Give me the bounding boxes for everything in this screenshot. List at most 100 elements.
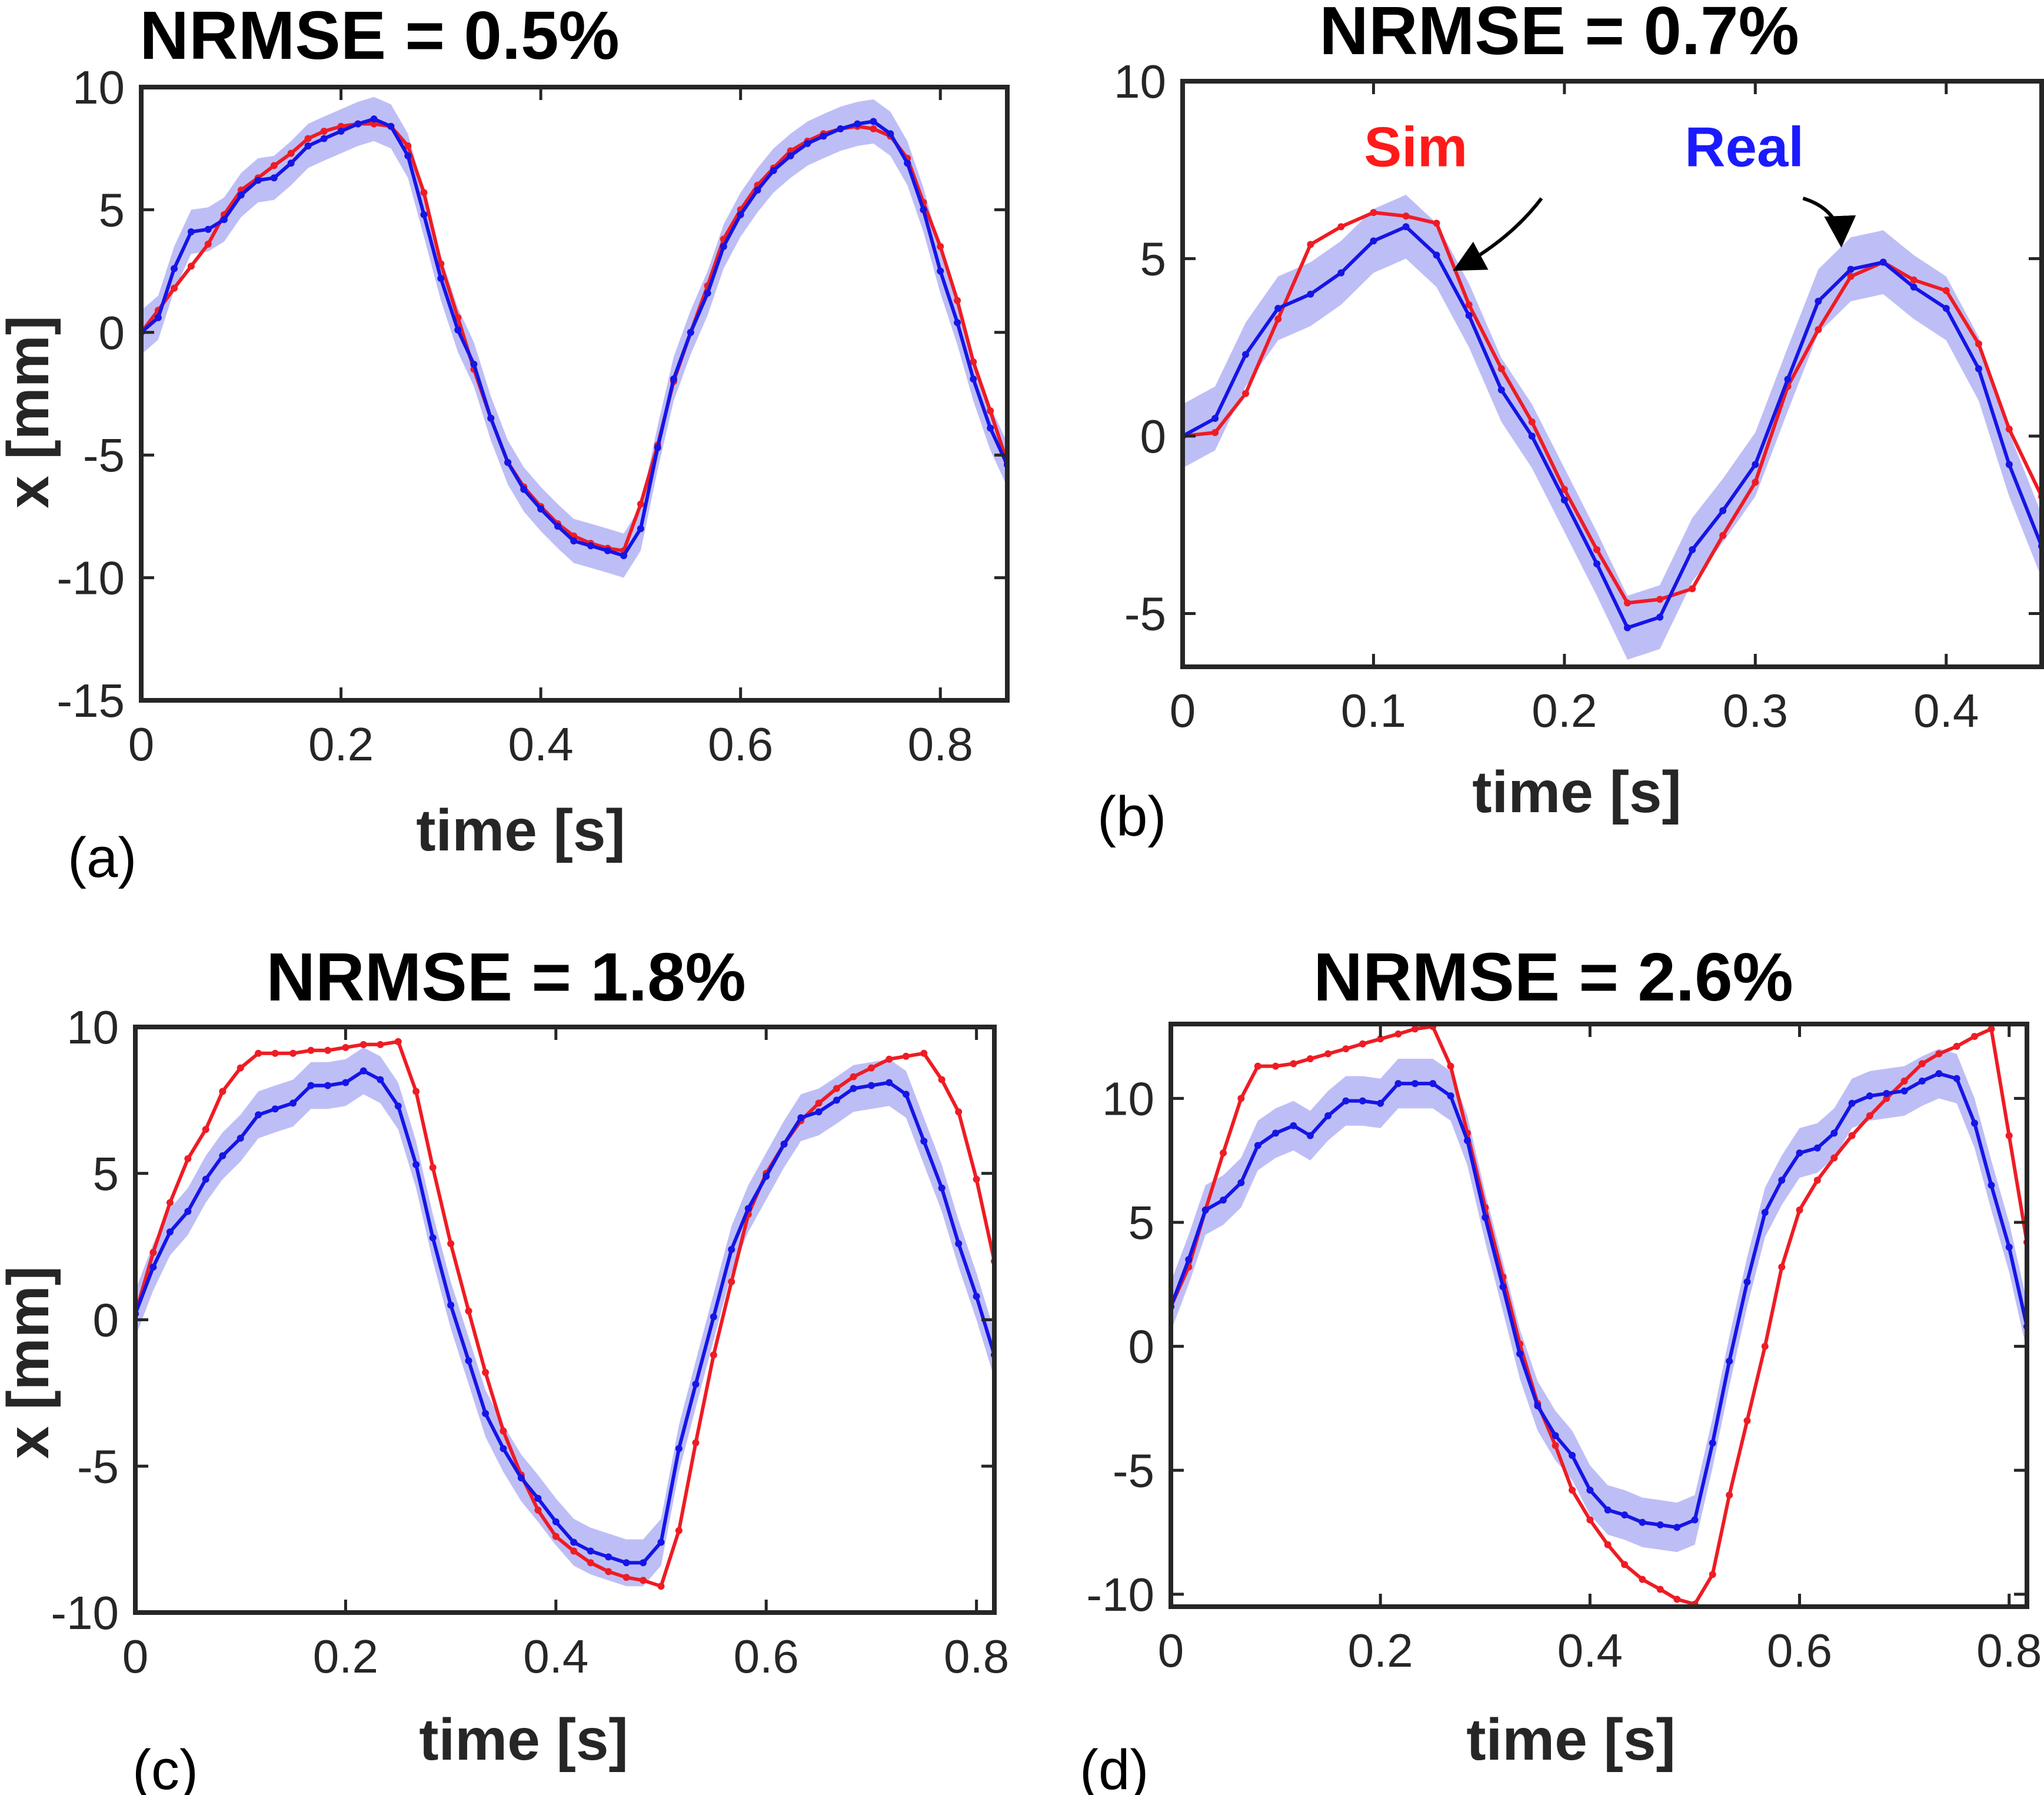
real-data-point	[737, 211, 744, 218]
sim-data-point	[270, 162, 278, 169]
real-data-point	[1900, 1087, 1908, 1095]
real-data-point	[833, 1096, 840, 1104]
panel-title: NRMSE = 1.8%	[266, 939, 746, 1015]
real-data-point	[1726, 1357, 1733, 1365]
real-data-point	[482, 1410, 490, 1417]
real-data-point	[1220, 1196, 1227, 1204]
sim-data-point	[1935, 1050, 1943, 1058]
panel-title: NRMSE = 0.7%	[1319, 0, 1799, 69]
real-data-point	[870, 118, 877, 125]
x-tick-label: 0	[1170, 684, 1196, 737]
real-data-point	[1883, 1089, 1890, 1097]
axes-box	[139, 85, 1010, 703]
real-data-point	[1673, 1524, 1681, 1531]
real-data-point	[904, 159, 911, 167]
sim-data-point	[420, 189, 428, 197]
real-data-point	[1623, 624, 1631, 631]
sim-data-point	[289, 1049, 297, 1057]
sim-data-point	[1848, 1132, 1856, 1139]
real-data-point	[1586, 1487, 1594, 1494]
real-data-point	[1988, 1181, 1995, 1189]
real-data-point	[166, 1228, 174, 1236]
real-data-point	[670, 375, 677, 383]
sim-data-point	[587, 1559, 594, 1567]
sim-data-point	[534, 1506, 542, 1514]
sim-data-point	[307, 1046, 315, 1054]
real-data-point	[804, 139, 811, 147]
sim-data-point	[657, 1583, 665, 1590]
x-tick-label: 0.8	[908, 718, 973, 770]
sim-data-point	[429, 1164, 437, 1171]
real-data-point	[675, 1445, 683, 1452]
real-data-point	[437, 275, 445, 282]
panel-letter: (d)	[1080, 1739, 1148, 1795]
sim-data-point	[1528, 418, 1536, 426]
sim-data-point	[1623, 599, 1631, 607]
y-tick-label: 5	[1140, 233, 1167, 285]
real-data-point	[552, 1518, 560, 1525]
real-data-point	[1689, 546, 1696, 553]
y-tick-label: -5	[77, 1440, 119, 1492]
real-data-point	[1953, 1075, 1960, 1082]
real-annotation-arrow	[1802, 197, 1856, 248]
sim-series-line	[1183, 211, 2042, 605]
sim-data-point	[1586, 1516, 1594, 1524]
real-data-point	[324, 1082, 332, 1089]
y-tick-label: 0	[1140, 410, 1167, 463]
x-tick-label: 0.6	[1767, 1624, 1832, 1677]
panel-d: NRMSE = 2.6% time [s] (d) 0 0.2 0.4 0.6 0.8 -…	[1080, 939, 2042, 1795]
x-axis-label: time [s]	[419, 1707, 628, 1773]
real-data-point	[604, 547, 611, 554]
real-data-point	[1337, 269, 1345, 277]
sim-data-point	[970, 358, 977, 365]
real-data-point	[887, 130, 894, 138]
y-tick-label: 5	[93, 1148, 119, 1200]
real-data-point	[850, 1085, 857, 1092]
y-tick-label: -5	[1113, 1444, 1154, 1497]
real-data-point	[1370, 237, 1377, 245]
real-data-point	[500, 1445, 507, 1452]
sim-data-point	[2005, 425, 2013, 433]
y-tick-label: 10	[66, 1001, 119, 1053]
sim-data-point	[271, 1049, 279, 1057]
real-data-point	[837, 125, 844, 132]
real-data-point	[815, 1108, 823, 1116]
sim-data-point	[1604, 1541, 1612, 1548]
real-data-point	[654, 444, 661, 451]
real-data-point	[320, 135, 328, 142]
sim-data-point	[304, 135, 312, 142]
x-tick-label: 0.2	[313, 1630, 378, 1683]
sim-data-point	[1910, 276, 1918, 284]
sim-data-point	[1709, 1571, 1716, 1578]
sim-data-point	[412, 1088, 420, 1095]
real-data-point	[1866, 1092, 1873, 1100]
real-data-point	[517, 1474, 525, 1482]
real-data-point	[710, 1313, 717, 1321]
y-tick-label: -10	[1086, 1568, 1154, 1621]
real-data-point	[2005, 1244, 2013, 1251]
sim-data-point	[1975, 340, 1982, 348]
sim-data-point	[149, 1249, 157, 1256]
x-tick-label: 0.8	[944, 1630, 1009, 1683]
sim-data-point	[1242, 390, 1250, 397]
sim-data-point	[815, 1099, 823, 1107]
real-series-line	[1183, 225, 2042, 630]
sim-data-point	[359, 1041, 367, 1048]
real-data-point	[640, 1559, 647, 1567]
sim-annotation-arrow	[1453, 197, 1543, 271]
x-tick-label: 0.8	[1976, 1624, 2042, 1677]
real-data-point	[537, 505, 545, 513]
real-data-point	[1447, 1092, 1454, 1100]
sim-data-point	[938, 1076, 946, 1083]
real-data-point	[1639, 1518, 1646, 1526]
real-data-point	[342, 1079, 349, 1086]
real-data-point	[605, 1553, 612, 1561]
real-data-point	[237, 191, 245, 199]
sim-data-point	[337, 122, 345, 130]
sim-data-point	[1970, 1033, 1978, 1041]
sim-data-point	[342, 1043, 349, 1051]
real-series-line	[135, 1069, 994, 1565]
sim-data-point	[1290, 1060, 1297, 1068]
real-data-point	[1778, 1176, 1786, 1184]
y-tick-label: -5	[1124, 588, 1166, 640]
